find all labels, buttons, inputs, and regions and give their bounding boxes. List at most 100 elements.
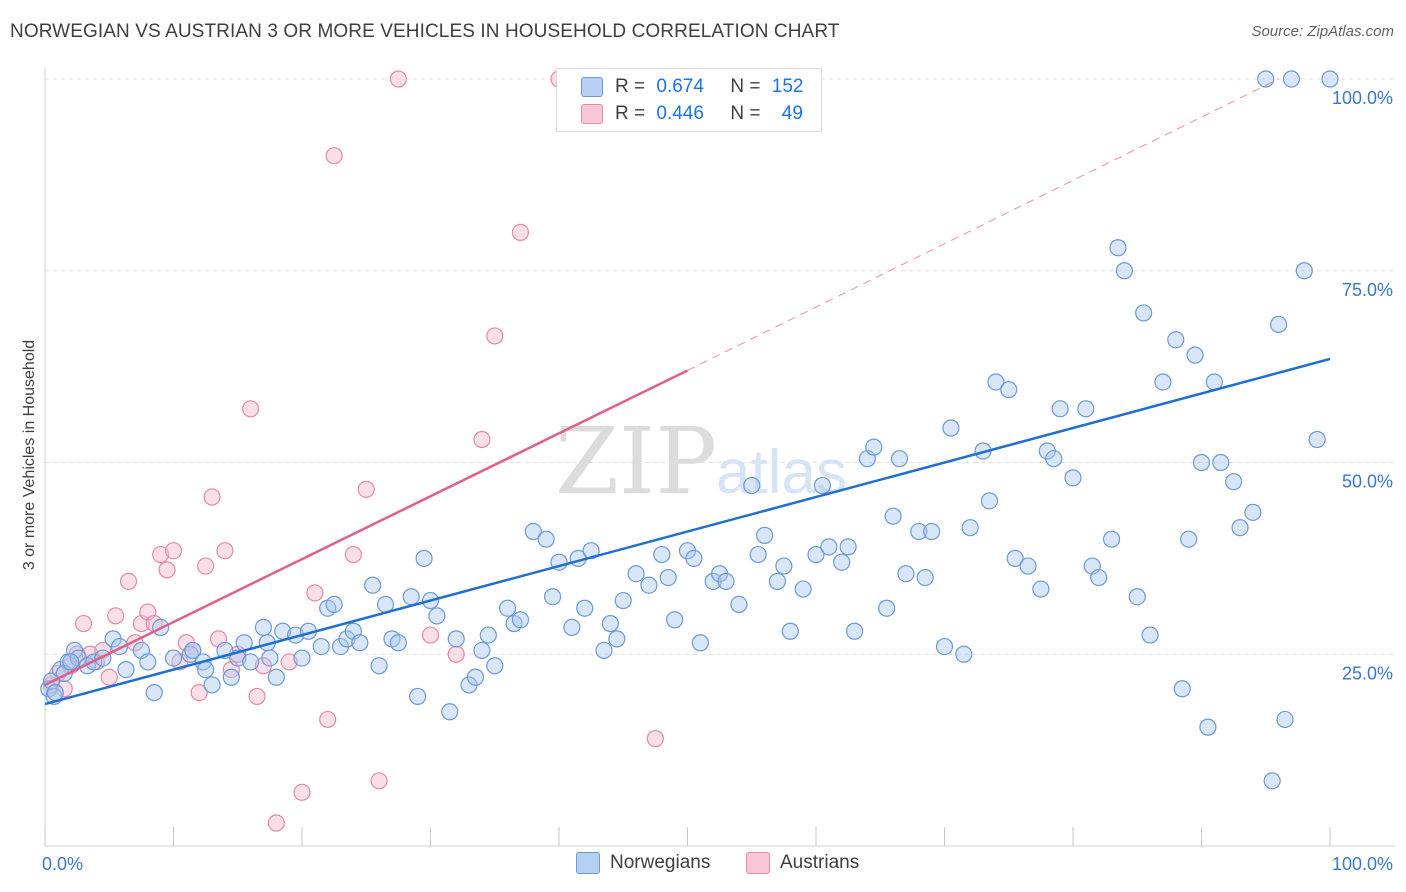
austrian-point: [319, 710, 337, 729]
norwegian-point: [543, 588, 562, 606]
norwegian-point: [1154, 373, 1172, 391]
norwegian-point: [1045, 450, 1063, 468]
norwegian-point: [1173, 680, 1191, 698]
norwegian-point: [955, 645, 973, 663]
norwegian-point: [1051, 400, 1069, 418]
legend-n-label: N =: [730, 76, 761, 97]
norwegian-point: [499, 599, 517, 617]
norwegian-point: [845, 622, 864, 640]
norwegian-point: [813, 476, 832, 495]
austrian-point: [325, 147, 343, 165]
austrian-point: [280, 653, 298, 671]
norwegian-point: [1269, 315, 1288, 334]
norwegian-point: [768, 572, 787, 590]
legend-r-value: 0.674: [656, 76, 704, 97]
austrian-point: [267, 814, 285, 832]
norwegian-point: [890, 450, 909, 468]
norwegian-point: [242, 653, 260, 671]
norwegian-point: [1115, 262, 1134, 280]
austrian-point: [164, 542, 183, 560]
norwegian-point: [1109, 239, 1127, 257]
norwegian-point: [1321, 70, 1339, 88]
legend-r-label: R =: [615, 103, 646, 124]
austrian-point: [293, 783, 311, 801]
norwegian-point: [961, 519, 979, 537]
norwegian-point: [1167, 331, 1185, 349]
norwegian-point: [576, 599, 594, 617]
norwegian-point: [717, 572, 735, 590]
legend-swatch-blue: [581, 77, 603, 97]
norwegian-point: [46, 683, 64, 702]
norwegian-point: [1064, 469, 1082, 487]
y-tick-label: 75.0%: [1342, 280, 1393, 300]
austrian-point: [473, 430, 491, 449]
norwegian-point: [325, 595, 343, 613]
norwegian-point: [1032, 580, 1050, 598]
norwegian-point: [987, 373, 1005, 391]
chart-title: NORWEGIAN VS AUSTRIAN 3 OR MORE VEHICLES…: [10, 21, 840, 42]
legend-item-norwegians[interactable]: Norwegians: [576, 852, 710, 874]
y-tick-label: 50.0%: [1342, 472, 1393, 492]
source-label: Source: ZipAtlas.com: [1251, 23, 1394, 40]
norwegian-point: [293, 649, 311, 667]
y-tick-label: 25.0%: [1342, 663, 1393, 683]
norwegian-point: [261, 649, 279, 667]
norwegian-point: [466, 668, 485, 686]
norwegian-point: [781, 622, 799, 640]
norwegian-point: [865, 438, 883, 456]
norwegian-point: [730, 595, 748, 613]
norwegian-point: [254, 618, 273, 637]
norwegian-point: [743, 476, 761, 495]
austrian-point: [74, 614, 93, 633]
norwegian-point: [267, 668, 285, 686]
legend-label-austrians: Austrians: [780, 852, 860, 873]
austrian-point: [646, 730, 664, 748]
austrian-point: [248, 687, 266, 706]
austrian-point: [447, 645, 465, 663]
watermark: ZIP atlas: [555, 408, 847, 515]
norwegian-point: [685, 549, 703, 567]
norwegian-point: [184, 641, 202, 660]
norwegian-point: [659, 568, 677, 587]
legend-n-value: 152: [771, 76, 804, 97]
austrians-trend-line: [44, 369, 689, 687]
austrian-point: [242, 400, 260, 418]
norwegian-point: [897, 565, 915, 583]
norwegian-point: [640, 576, 658, 594]
norwegian-point: [389, 634, 407, 652]
norwegian-point: [351, 634, 369, 652]
norwegian-point: [364, 576, 382, 594]
norwegian-point: [486, 657, 504, 675]
norwegian-point: [794, 580, 812, 598]
austrian-point: [197, 557, 215, 575]
legend-swatch-blue: [576, 852, 600, 874]
norwegian-point: [511, 611, 530, 629]
norwegian-point: [923, 522, 941, 541]
norwegian-point: [820, 538, 838, 556]
austrian-point: [306, 584, 324, 602]
austrian-point: [389, 70, 407, 88]
stats-legend: R = 0.674 N = 152 R = 0.446 N = 49: [556, 68, 822, 132]
norwegian-point: [415, 549, 433, 567]
norwegian-point: [916, 568, 934, 587]
norwegian-point: [139, 653, 157, 671]
norwegian-point: [878, 599, 896, 617]
norwegian-point: [1090, 568, 1108, 587]
austrian-point: [370, 772, 388, 790]
norwegian-point: [1225, 473, 1243, 491]
norwegian-point: [1212, 453, 1230, 472]
x-tick-label: 100.0%: [1332, 854, 1393, 874]
legend-item-austrians[interactable]: Austrians: [746, 852, 859, 874]
norwegian-point: [942, 419, 960, 437]
austrian-point: [107, 607, 125, 625]
norwegian-point: [479, 626, 497, 644]
austrian-point: [216, 542, 234, 560]
norwegian-point: [980, 492, 999, 510]
norwegian-point: [1186, 346, 1204, 364]
norwegian-point: [755, 526, 774, 544]
austrian-point: [486, 327, 504, 345]
norwegian-point: [691, 634, 709, 652]
norwegian-point: [1199, 718, 1217, 736]
norwegian-point: [1192, 453, 1211, 472]
norwegian-point: [537, 530, 555, 548]
